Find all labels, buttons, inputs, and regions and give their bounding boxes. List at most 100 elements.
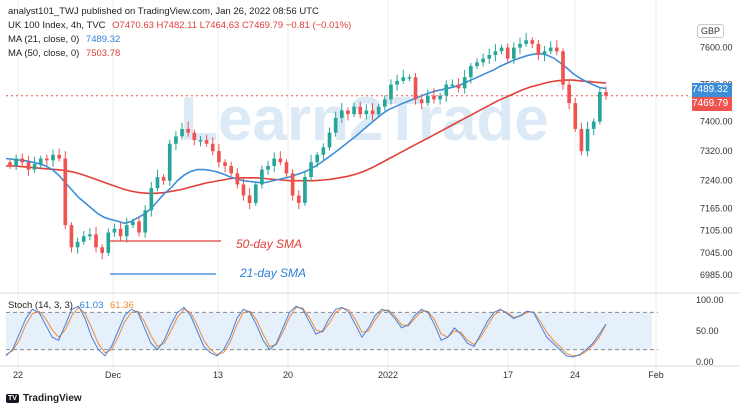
publisher-text: analyst101_TWJ published on TradingView.… [8,6,319,17]
candle-body [51,154,55,161]
candle-body [376,106,381,115]
stoch-tick-label: 100.00 [696,295,724,305]
candle-body [524,40,528,44]
candle-body [241,184,246,196]
price-tick-label: 6985.00 [700,270,733,280]
candle-body [456,84,461,89]
current-price-box: 7469.79 [692,97,732,111]
symbol-name[interactable]: UK 100 Index, 4h, TVC [8,20,106,31]
ohlc-row: UK 100 Index, 4h, TVC O7470.63 H7482.11 … [8,20,351,31]
candle-body [542,51,547,55]
candle-body [561,51,565,85]
candle-body [112,228,117,233]
candle-body [253,184,258,203]
candle-body [432,95,436,100]
stoch-legend[interactable]: Stoch (14, 3, 3) 61.03 61.36 [8,300,134,311]
candle-body [266,165,270,170]
time-tick-label: 22 [13,370,23,380]
candle-body [475,62,479,67]
ma50-label: MA (50, close, 0) [8,48,80,59]
candle-body [462,77,467,89]
candle-body [573,103,578,129]
watermark: Learn2Trade [180,85,549,154]
candle-body [14,158,18,166]
candle-body [229,165,234,174]
price-tick-label: 7105.00 [700,226,733,236]
candle-body [131,221,135,226]
candle-body [419,99,424,104]
candle-body [118,228,123,237]
candle-body [505,47,510,59]
tradingview-logo-icon: TV [6,393,19,403]
candle-body [45,158,49,161]
candle-body [161,177,166,181]
candle-body [315,154,320,163]
candle-body [20,158,25,163]
candle-body [296,195,301,203]
candle-body [395,80,399,85]
candle-body [26,162,31,170]
stoch-d-line [5,306,607,357]
candle-body [425,95,430,104]
stoch-k-line [5,305,607,358]
candle-body [75,241,80,248]
candle-body [198,140,203,142]
candle-body [370,110,375,115]
price-tick-label: 7600.00 [700,43,733,53]
candle-body [174,136,178,144]
currency-badge[interactable]: GBP [696,24,724,38]
candle-body [567,84,571,104]
candle-body [192,132,197,141]
candle-body [555,47,559,52]
candle-body [204,140,209,144]
candle-body [217,151,221,163]
ma50-value: 7503.78 [85,48,121,59]
candle-body [155,177,160,189]
sma21-annotation: 21-day SMA [239,266,306,280]
ma21-price-box: 7489.32 [692,83,732,97]
candle-body [364,110,369,115]
stoch-axis[interactable]: 100.00 50.00 0.00 [696,295,724,367]
candle-body [536,43,541,55]
candle-body [235,173,240,185]
ma21-label: MA (21, close, 0) [8,34,80,45]
chart-header: analyst101_TWJ published on TradingView.… [8,6,319,17]
price-tick-label: 7400.00 [700,117,733,127]
candle-body [604,91,608,96]
time-axis[interactable]: 22 Dec 13 20 2022 17 24 Feb [0,365,740,380]
time-tick-label: 2022 [378,370,398,380]
candle-body [106,232,111,253]
stochastic-pane [5,305,658,358]
candle-body [260,169,264,185]
candle-body [143,210,147,233]
candle-body [272,158,277,166]
candle-body [223,162,227,166]
candle-body [591,121,596,129]
candle-body [358,106,363,115]
candle-body [352,106,356,115]
price-tick-label: 7320.00 [700,146,733,156]
stoch-d-value: 61.36 [110,300,134,311]
candle-body [278,158,283,163]
candle-body [389,84,393,100]
ma50-legend[interactable]: MA (50, close, 0) 7503.78 [8,48,120,59]
ma21-value: 7489.32 [85,34,121,45]
time-tick-label: 20 [283,370,293,380]
tradingview-footer[interactable]: TV TradingView [6,393,82,404]
candle-body [38,158,43,165]
candle-body [327,132,332,148]
sma-annotations: 50-day SMA 21-day SMA [110,237,306,280]
candle-body [438,95,442,100]
time-tick-label: Dec [105,370,122,380]
ma21-legend[interactable]: MA (21, close, 0) 7489.32 [8,34,120,45]
candle-body [499,47,504,52]
candle-body [88,234,92,237]
time-tick-label: 13 [213,370,223,380]
ma21-line [5,52,607,225]
candle-body [401,77,406,81]
candle-body [32,164,37,170]
candle-body [346,110,350,115]
candle-body [309,162,313,178]
sma50-annotation: 50-day SMA [236,237,302,251]
